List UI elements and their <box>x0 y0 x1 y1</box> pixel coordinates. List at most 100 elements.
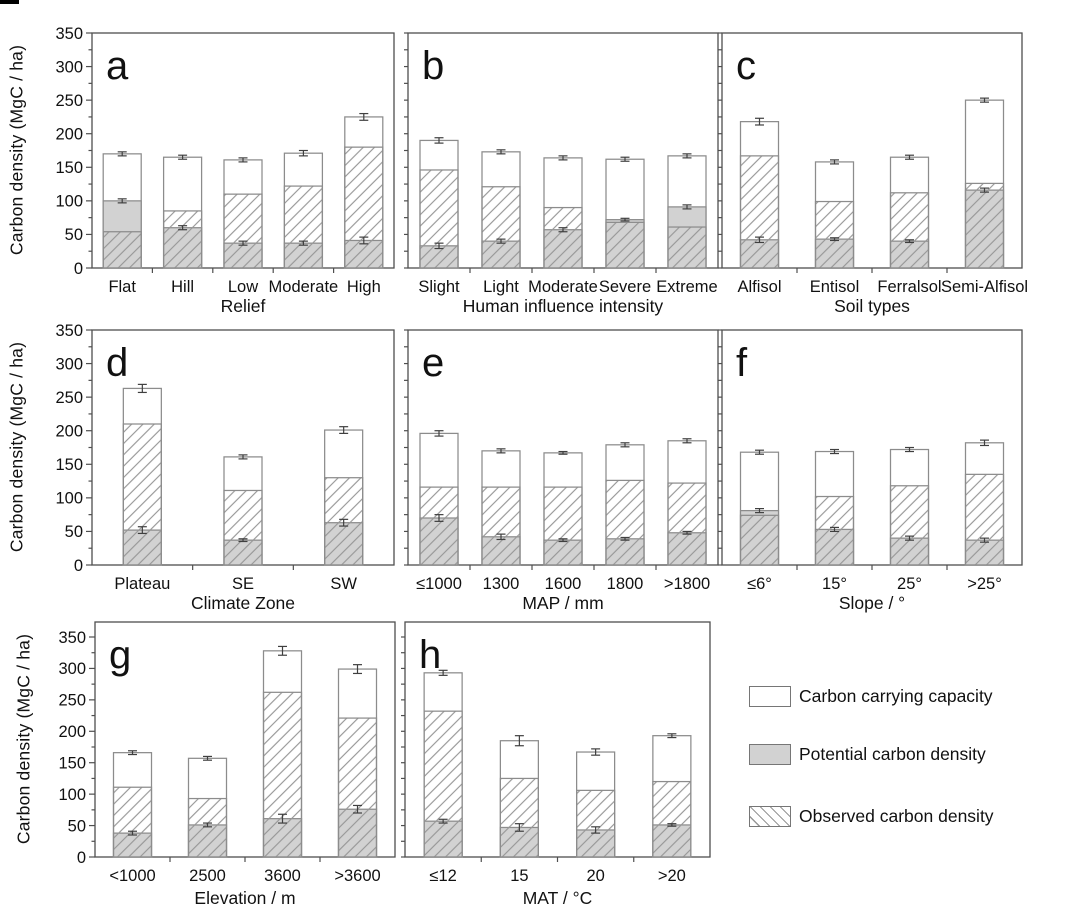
bar-observed-density <box>605 221 645 269</box>
y-tick-label: 50 <box>65 226 83 244</box>
error-bar <box>980 187 989 193</box>
error-bar <box>558 227 568 233</box>
panel-h: ≤12 15 20 >20 h MAT / °C <box>401 621 711 908</box>
x-axis-title: Relief <box>221 296 266 316</box>
error-bar <box>178 225 188 231</box>
category-label: Semi-Alfisol <box>941 278 1028 296</box>
bar-group-High <box>344 112 384 269</box>
bar-group-3600 <box>262 645 303 858</box>
bar-group->20 <box>652 733 692 858</box>
category-label: SW <box>330 575 357 593</box>
error-bar <box>905 535 914 541</box>
error-bar <box>905 154 914 160</box>
legend-label: Observed carbon density <box>799 805 994 826</box>
error-bar <box>620 442 630 448</box>
error-bar <box>203 755 212 761</box>
bar-observed-density <box>112 786 153 858</box>
error-bar <box>128 750 137 756</box>
bar-observed-density <box>102 231 142 269</box>
error-bar <box>238 538 248 543</box>
error-bar <box>238 157 248 163</box>
panel-letter: c <box>736 44 756 88</box>
error-bar <box>755 508 764 514</box>
bar-observed-density <box>423 710 463 858</box>
category-label: ≤6° <box>747 575 772 593</box>
panel-letter: b <box>422 44 444 88</box>
category-label: Flat <box>108 278 136 296</box>
bar-observed-density <box>605 479 645 566</box>
category-label: Extreme <box>656 278 717 296</box>
bar-group-Semi-Alfisol <box>964 97 1005 269</box>
y-tick-label: 350 <box>55 322 83 340</box>
error-bar <box>667 823 677 827</box>
panel-b: Slight Light Moderate Severe Extreme b Human i… <box>404 32 719 316</box>
error-bar <box>830 159 839 165</box>
category-label: Hill <box>171 278 194 296</box>
category-label: Plateau <box>114 575 170 593</box>
category-label: 1800 <box>607 575 644 593</box>
panel-d: 0 50 100 150 200 250 300 350 Plateau SE SW d Climate… <box>55 322 395 613</box>
bar-group-≤6° <box>739 449 780 566</box>
category-label: Moderate <box>528 278 598 296</box>
error-bar <box>980 97 989 103</box>
error-bar <box>434 242 444 250</box>
error-bar <box>830 526 839 533</box>
y-tick-label: 200 <box>55 125 83 143</box>
y-tick-label: 100 <box>55 490 83 508</box>
category-label: 20 <box>586 867 604 885</box>
error-bar <box>434 514 444 522</box>
category-label: SE <box>232 575 254 593</box>
y-tick-label: 150 <box>55 159 83 177</box>
bar-observed-density <box>223 489 263 566</box>
error-bar <box>117 151 127 157</box>
bar-group-1300 <box>481 448 521 566</box>
category-label: 15° <box>822 575 847 593</box>
error-bar <box>238 240 248 246</box>
bar-observed-density <box>223 193 263 269</box>
bar-observed-density <box>964 473 1005 566</box>
bar-group-SE <box>223 454 263 566</box>
y-tick-label: 250 <box>58 692 86 710</box>
y-axis-title-row2: Carbon density (MgC / ha) <box>6 341 27 553</box>
error-bar <box>905 239 914 244</box>
panel-a: 0 50 100 150 200 250 300 350 Flat Hill Low Moderate… <box>55 25 395 316</box>
bar-observed-density <box>576 789 616 858</box>
bar-group-1800 <box>605 442 645 566</box>
error-bar <box>298 149 308 157</box>
bar-group-20 <box>576 748 616 858</box>
bar-group-Plateau <box>122 383 162 566</box>
bar-group-Alfisol <box>739 117 780 269</box>
bar-group-1600 <box>543 450 583 566</box>
bar-group-≤12 <box>423 669 463 858</box>
bar-group->25° <box>964 439 1005 566</box>
bar-group-Flat <box>102 151 142 269</box>
panel-letter: e <box>422 341 444 385</box>
category-label: 15 <box>510 867 528 885</box>
error-bar <box>438 818 448 824</box>
error-bar <box>238 454 248 460</box>
error-bar <box>682 530 692 535</box>
bar-group-Entisol <box>814 159 855 269</box>
y-tick-label: 150 <box>58 754 86 772</box>
y-tick-label: 250 <box>55 92 83 110</box>
error-bar <box>128 830 137 836</box>
panel-letter: a <box>106 44 129 88</box>
bar-observed-density <box>889 192 930 269</box>
bar-group-2500 <box>187 755 228 858</box>
category-label: 3600 <box>264 867 301 885</box>
bar-observed-density <box>419 486 459 566</box>
bar-observed-density <box>122 423 162 566</box>
y-tick-label: 150 <box>55 456 83 474</box>
bar-group-Moderate <box>543 155 583 269</box>
error-bar <box>620 536 630 541</box>
error-bar <box>514 823 524 832</box>
x-axis-title: Elevation / m <box>194 888 295 908</box>
category-label: ≤12 <box>429 867 456 885</box>
bar-group-Ferralsol <box>889 154 930 269</box>
error-bar <box>755 117 764 126</box>
error-bar <box>667 733 677 739</box>
bar-group-Moderate <box>283 149 324 269</box>
